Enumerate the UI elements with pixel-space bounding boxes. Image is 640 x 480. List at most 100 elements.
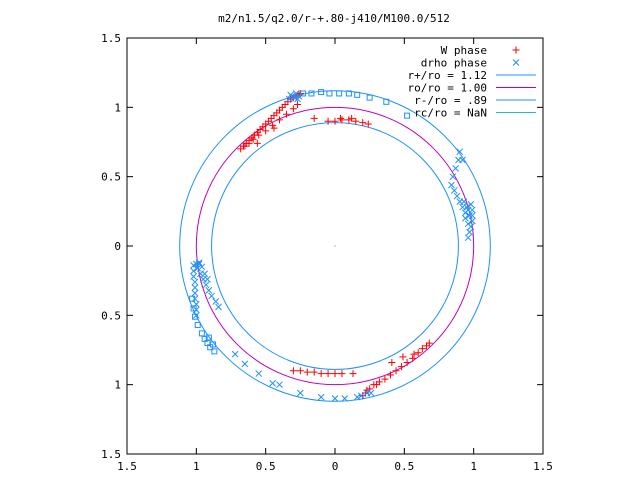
data-point — [241, 360, 249, 368]
data-point — [198, 263, 206, 271]
legend-entry: W phase — [441, 44, 520, 57]
data-point — [453, 192, 461, 200]
data-point — [450, 187, 458, 194]
data-point — [383, 98, 390, 105]
data-point — [464, 220, 472, 228]
data-point — [331, 117, 339, 125]
data-point — [324, 370, 332, 378]
data-point — [336, 90, 343, 97]
data-point — [468, 217, 476, 225]
data-point — [282, 110, 290, 118]
data-point — [461, 214, 469, 222]
legend-label: W phase — [441, 44, 487, 57]
data-point — [253, 139, 261, 147]
data-point — [191, 284, 199, 291]
data-point — [352, 117, 360, 125]
data-point — [463, 203, 471, 211]
data-point — [194, 264, 202, 272]
data-point — [449, 173, 457, 181]
x-tick-label: 1 — [193, 460, 200, 473]
legend-label: r+/ro = 1.12 — [408, 69, 487, 82]
y-tick-label: 1 — [114, 101, 121, 114]
data-point — [359, 119, 367, 127]
origin-dot — [334, 245, 336, 247]
legend-label: ro/ro = 1.00 — [408, 82, 487, 95]
data-point — [294, 95, 301, 103]
reference-circle — [179, 90, 491, 402]
data-point — [289, 367, 297, 375]
data-point — [255, 131, 263, 139]
reference-circle — [195, 106, 475, 386]
data-point — [367, 389, 375, 397]
data-point — [414, 349, 422, 357]
legend-label: drho phase — [421, 57, 487, 70]
data-point — [255, 370, 263, 377]
data-point — [425, 339, 433, 347]
data-point — [461, 209, 469, 217]
legend-entry: rc/ro = NaN — [414, 107, 536, 120]
data-point — [215, 303, 222, 311]
data-point — [341, 395, 349, 402]
y-tick-label: 0.5 — [101, 171, 121, 184]
data-point — [404, 112, 411, 119]
data-point — [205, 287, 213, 294]
data-point — [338, 116, 346, 124]
data-point — [466, 212, 473, 219]
legend-entry: ro/ro = 1.00 — [408, 82, 536, 95]
data-point — [270, 124, 278, 132]
data-point — [211, 348, 218, 355]
data-point — [190, 267, 197, 275]
data-point — [249, 135, 257, 143]
data-point — [399, 353, 407, 361]
legend-entry: r+/ro = 1.12 — [408, 69, 536, 82]
data-point — [202, 281, 210, 289]
x-tick-label: 0.5 — [394, 460, 414, 473]
data-point — [192, 311, 200, 319]
data-point — [317, 370, 325, 378]
data-point — [326, 90, 333, 97]
data-point — [310, 114, 318, 122]
x-tick-label: 0 — [332, 460, 339, 473]
data-point — [337, 114, 345, 122]
data-point — [201, 270, 209, 278]
data-point — [318, 89, 325, 96]
data-point — [276, 116, 284, 124]
data-point — [357, 392, 365, 400]
x-tick-label: 1.5 — [117, 460, 137, 473]
data-point — [338, 370, 346, 378]
data-point — [195, 259, 203, 266]
data-point — [403, 358, 411, 366]
data-point — [410, 350, 418, 358]
data-point — [464, 234, 472, 242]
data-point — [198, 330, 205, 337]
y-tick-label: 1.5 — [101, 448, 121, 461]
data-point — [288, 92, 296, 100]
data-point — [386, 371, 394, 379]
data-point — [212, 298, 220, 305]
data-point — [354, 91, 361, 98]
data-point — [296, 367, 304, 375]
y-axis: 1.5 1 0.5 0 0.5 1 1.5 — [101, 32, 543, 461]
data-point — [191, 313, 198, 320]
data-point — [349, 370, 357, 378]
data-point — [345, 90, 352, 97]
data-point — [353, 393, 361, 401]
data-point — [194, 322, 201, 329]
data-point — [381, 375, 389, 383]
x-tick-label: 1.5 — [533, 460, 553, 473]
data-point — [189, 295, 196, 302]
legend-marker-sample — [512, 59, 520, 66]
data-point — [303, 368, 311, 376]
data-point — [262, 127, 270, 135]
data-point — [459, 156, 466, 164]
data-point — [205, 334, 212, 341]
data-point — [190, 273, 197, 280]
data-point — [418, 345, 426, 353]
y-tick-label: 0 — [114, 240, 121, 253]
data-point — [204, 275, 211, 283]
data-point — [392, 367, 400, 375]
data-point — [190, 305, 197, 312]
chart-title: m2/n1.5/q2.0/r-+.80-j410/M100.0/512 — [218, 12, 450, 25]
data-point — [191, 289, 199, 297]
